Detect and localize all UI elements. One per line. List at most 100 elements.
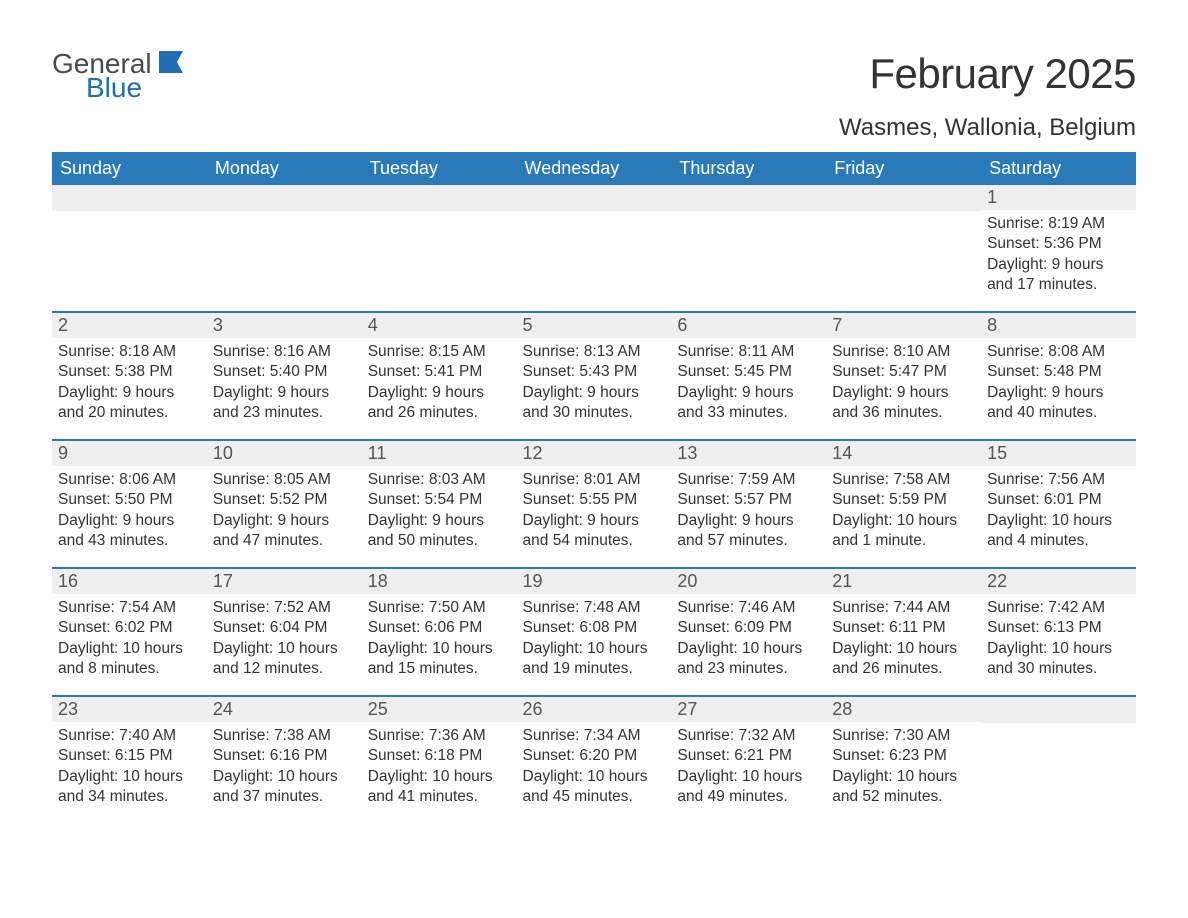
day-detail-line: Daylight: 9 hours	[213, 511, 356, 531]
day-cell: 18Sunrise: 7:50 AMSunset: 6:06 PMDayligh…	[362, 569, 517, 696]
day-detail-line: Daylight: 10 hours	[987, 511, 1130, 531]
day-number: 6	[671, 313, 826, 338]
day-detail-line: Daylight: 9 hours	[58, 511, 201, 531]
day-cell: 13Sunrise: 7:59 AMSunset: 5:57 PMDayligh…	[671, 441, 826, 568]
day-details: Sunrise: 7:32 AMSunset: 6:21 PMDaylight:…	[671, 722, 826, 816]
day-cell: 4Sunrise: 8:15 AMSunset: 5:41 PMDaylight…	[362, 313, 517, 440]
day-detail-line: Sunset: 6:01 PM	[987, 490, 1130, 510]
day-detail-line: Sunset: 6:15 PM	[58, 746, 201, 766]
day-detail-line: Daylight: 9 hours	[987, 383, 1130, 403]
day-detail-line: Daylight: 9 hours	[213, 383, 356, 403]
day-detail-line: and 15 minutes.	[368, 659, 511, 679]
day-detail-line: Sunrise: 7:52 AM	[213, 598, 356, 618]
day-detail-line: Daylight: 10 hours	[832, 639, 975, 659]
day-details: Sunrise: 7:34 AMSunset: 6:20 PMDaylight:…	[517, 722, 672, 816]
day-details: Sunrise: 7:52 AMSunset: 6:04 PMDaylight:…	[207, 594, 362, 688]
day-detail-line: Sunset: 5:52 PM	[213, 490, 356, 510]
day-detail-line: and 47 minutes.	[213, 531, 356, 551]
day-detail-line: and 30 minutes.	[987, 659, 1130, 679]
day-details: Sunrise: 8:18 AMSunset: 5:38 PMDaylight:…	[52, 338, 207, 432]
day-detail-line: Sunrise: 7:40 AM	[58, 726, 201, 746]
day-detail-line: Sunrise: 8:13 AM	[523, 342, 666, 362]
day-number	[981, 697, 1136, 723]
day-detail-line: Sunset: 5:54 PM	[368, 490, 511, 510]
day-detail-line: Sunset: 6:23 PM	[832, 746, 975, 766]
day-details: Sunrise: 7:58 AMSunset: 5:59 PMDaylight:…	[826, 466, 981, 560]
day-details: Sunrise: 8:05 AMSunset: 5:52 PMDaylight:…	[207, 466, 362, 560]
day-detail-line: Daylight: 9 hours	[677, 511, 820, 531]
day-detail-line: Daylight: 10 hours	[213, 639, 356, 659]
day-detail-line: and 34 minutes.	[58, 787, 201, 807]
day-detail-line: Sunrise: 7:34 AM	[523, 726, 666, 746]
day-detail-line: Sunrise: 7:50 AM	[368, 598, 511, 618]
day-number: 21	[826, 569, 981, 594]
day-detail-line: Daylight: 9 hours	[523, 511, 666, 531]
week-row: 2Sunrise: 8:18 AMSunset: 5:38 PMDaylight…	[52, 313, 1136, 440]
day-number: 2	[52, 313, 207, 338]
day-detail-line: Daylight: 10 hours	[368, 767, 511, 787]
day-cell: 24Sunrise: 7:38 AMSunset: 6:16 PMDayligh…	[207, 697, 362, 824]
day-details: Sunrise: 8:01 AMSunset: 5:55 PMDaylight:…	[517, 466, 672, 560]
day-cell	[981, 697, 1136, 824]
week-row: 9Sunrise: 8:06 AMSunset: 5:50 PMDaylight…	[52, 441, 1136, 568]
day-detail-line: and 12 minutes.	[213, 659, 356, 679]
day-detail-line: Sunset: 5:40 PM	[213, 362, 356, 382]
day-number	[826, 185, 981, 211]
day-number: 19	[517, 569, 672, 594]
day-cell: 3Sunrise: 8:16 AMSunset: 5:40 PMDaylight…	[207, 313, 362, 440]
day-number: 23	[52, 697, 207, 722]
day-cell: 27Sunrise: 7:32 AMSunset: 6:21 PMDayligh…	[671, 697, 826, 824]
day-detail-line: Sunset: 6:18 PM	[368, 746, 511, 766]
day-detail-line: Sunrise: 8:16 AM	[213, 342, 356, 362]
day-details: Sunrise: 8:15 AMSunset: 5:41 PMDaylight:…	[362, 338, 517, 432]
day-details: Sunrise: 7:50 AMSunset: 6:06 PMDaylight:…	[362, 594, 517, 688]
day-number: 13	[671, 441, 826, 466]
day-detail-line: Daylight: 9 hours	[368, 511, 511, 531]
day-detail-line: Sunset: 5:55 PM	[523, 490, 666, 510]
day-details: Sunrise: 8:10 AMSunset: 5:47 PMDaylight:…	[826, 338, 981, 432]
day-details: Sunrise: 7:44 AMSunset: 6:11 PMDaylight:…	[826, 594, 981, 688]
day-number: 9	[52, 441, 207, 466]
day-detail-line: Sunset: 6:02 PM	[58, 618, 201, 638]
day-number: 16	[52, 569, 207, 594]
logo-word2: Blue	[86, 74, 193, 102]
day-detail-line: and 54 minutes.	[523, 531, 666, 551]
day-cell: 26Sunrise: 7:34 AMSunset: 6:20 PMDayligh…	[517, 697, 672, 824]
day-detail-line: Sunrise: 8:05 AM	[213, 470, 356, 490]
day-detail-line: Daylight: 10 hours	[523, 639, 666, 659]
day-number: 12	[517, 441, 672, 466]
day-details: Sunrise: 7:56 AMSunset: 6:01 PMDaylight:…	[981, 466, 1136, 560]
calendar-table: SundayMondayTuesdayWednesdayThursdayFrid…	[52, 152, 1136, 824]
day-details: Sunrise: 8:06 AMSunset: 5:50 PMDaylight:…	[52, 466, 207, 560]
day-detail-line: Daylight: 10 hours	[677, 639, 820, 659]
day-cell: 10Sunrise: 8:05 AMSunset: 5:52 PMDayligh…	[207, 441, 362, 568]
day-detail-line: Sunrise: 7:36 AM	[368, 726, 511, 746]
day-details: Sunrise: 8:11 AMSunset: 5:45 PMDaylight:…	[671, 338, 826, 432]
day-cell	[826, 185, 981, 312]
day-detail-line: and 40 minutes.	[987, 403, 1130, 423]
day-detail-line: Daylight: 10 hours	[677, 767, 820, 787]
day-detail-line: Sunset: 5:36 PM	[987, 234, 1130, 254]
day-detail-line: and 4 minutes.	[987, 531, 1130, 551]
day-detail-line: Daylight: 9 hours	[987, 255, 1130, 275]
day-cell: 19Sunrise: 7:48 AMSunset: 6:08 PMDayligh…	[517, 569, 672, 696]
day-detail-line: and 20 minutes.	[58, 403, 201, 423]
day-detail-line: Sunset: 6:16 PM	[213, 746, 356, 766]
day-detail-line: and 52 minutes.	[832, 787, 975, 807]
day-detail-line: and 26 minutes.	[368, 403, 511, 423]
day-cell: 2Sunrise: 8:18 AMSunset: 5:38 PMDaylight…	[52, 313, 207, 440]
flag-icon	[159, 50, 193, 78]
day-detail-line: Sunset: 5:57 PM	[677, 490, 820, 510]
day-cell: 7Sunrise: 8:10 AMSunset: 5:47 PMDaylight…	[826, 313, 981, 440]
day-detail-line: and 43 minutes.	[58, 531, 201, 551]
weekday-header: Monday	[207, 152, 362, 185]
day-detail-line: Daylight: 9 hours	[523, 383, 666, 403]
day-detail-line: Sunrise: 8:08 AM	[987, 342, 1130, 362]
day-details: Sunrise: 7:40 AMSunset: 6:15 PMDaylight:…	[52, 722, 207, 816]
day-detail-line: and 8 minutes.	[58, 659, 201, 679]
day-detail-line: Daylight: 10 hours	[523, 767, 666, 787]
weekday-header: Sunday	[52, 152, 207, 185]
day-number	[517, 185, 672, 211]
day-details: Sunrise: 7:38 AMSunset: 6:16 PMDaylight:…	[207, 722, 362, 816]
day-cell: 20Sunrise: 7:46 AMSunset: 6:09 PMDayligh…	[671, 569, 826, 696]
